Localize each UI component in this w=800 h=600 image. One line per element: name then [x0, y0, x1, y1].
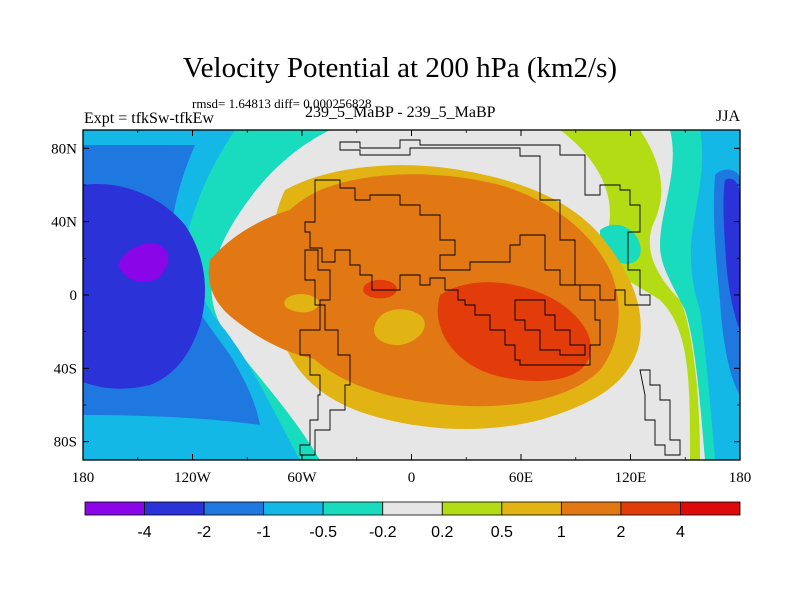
- contour-region-12: [118, 243, 169, 282]
- colorbar-box-0: [84, 501, 145, 516]
- contour-region-16: [284, 294, 319, 313]
- coastline-2: [299, 249, 351, 456]
- season-label: JJA: [716, 108, 741, 125]
- contour-region-10: [83, 184, 205, 389]
- colorbar-box-4: [322, 501, 384, 516]
- colorbar-box-9: [620, 501, 681, 516]
- axes: 180 120W 60W 0 60E 120E 180 80N 40N 0 40S 80S: [51, 130, 751, 486]
- colorbar-label: -2: [197, 524, 211, 541]
- colorbar-box-1: [144, 501, 205, 516]
- contour-region-15: [208, 205, 320, 360]
- contour-region-11: [723, 178, 740, 330]
- contour-region-17: [374, 309, 425, 346]
- coastline-0: [339, 139, 651, 306]
- y-tick-label: 0: [70, 288, 78, 304]
- y-tick-label: 80S: [54, 435, 77, 451]
- colorbar-label: 1: [557, 524, 566, 541]
- colorbar-label: 4: [676, 524, 685, 541]
- x-tick-label: 180: [729, 470, 752, 486]
- x-tick-label: 180: [72, 470, 95, 486]
- coastline-3: [514, 299, 586, 356]
- colorbar-label: -4: [137, 524, 151, 541]
- x-tick-label: 60E: [509, 470, 533, 486]
- y-tick-label: 80N: [51, 141, 77, 157]
- colorbar-label: -0.2: [369, 524, 397, 541]
- colorbar-label: -0.5: [309, 524, 337, 541]
- colorbar-label: 0.5: [491, 524, 513, 541]
- colorbar-box-6: [441, 501, 503, 516]
- coastline-4: [639, 369, 681, 456]
- experiment-label: Expt = tfkSw-tfkEw: [84, 110, 214, 127]
- colorbar-label: 0.2: [431, 524, 453, 541]
- colorbar-label: -1: [257, 524, 271, 541]
- colorbar-box-3: [263, 501, 324, 516]
- colorbar-box-7: [501, 501, 562, 516]
- colorbar-box-2: [203, 501, 265, 516]
- case-label: 239_5_MaBP - 239_5_MaBP: [305, 104, 496, 121]
- coastlines: [299, 139, 681, 456]
- y-tick-label: 40N: [51, 215, 77, 231]
- x-tick-label: 0: [408, 470, 416, 486]
- contour-region-19: [363, 279, 397, 299]
- contour-region-18: [437, 282, 591, 382]
- colorbar-box-5: [382, 501, 443, 516]
- stats-label: rmsd= 1.64813 diff= 0.000256828: [192, 96, 372, 111]
- colorbar-box-8: [560, 501, 622, 516]
- colorbar-box-10: [680, 501, 741, 516]
- x-tick-label: 120E: [615, 470, 647, 486]
- y-tick-label: 40S: [54, 361, 77, 377]
- colorbar-label: 2: [616, 524, 625, 541]
- chart-title: Velocity Potential at 200 hPa (km2/s): [182, 52, 618, 84]
- coastline-1: [304, 179, 601, 366]
- contour-map: [83, 130, 740, 460]
- colorbar: -4 -2 -1 -0.5 -0.2 0.2 0.5 1 2 4: [84, 501, 741, 541]
- x-tick-label: 60W: [287, 470, 317, 486]
- x-tick-label: 120W: [174, 470, 212, 486]
